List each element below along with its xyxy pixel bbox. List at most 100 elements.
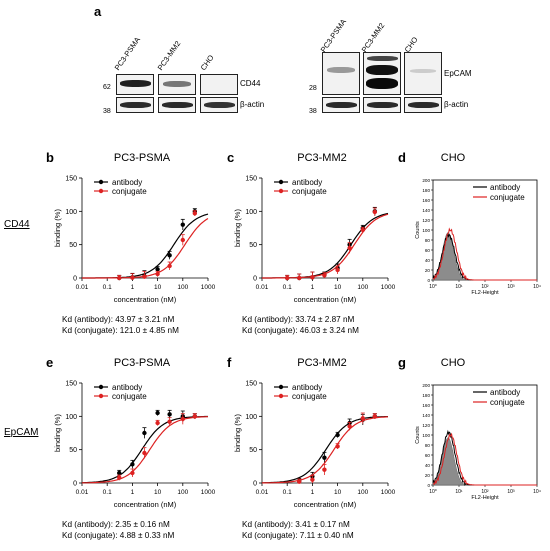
- data-point-conjugate: [155, 271, 160, 277]
- y-tick-label: 80: [425, 238, 431, 243]
- fit-curve-antibody: [82, 213, 209, 279]
- legend-label: antibody: [490, 388, 520, 397]
- y-tick-label: 140: [422, 208, 430, 213]
- y-tick-label: 60: [425, 248, 431, 253]
- x-tick-label: 100: [357, 284, 368, 291]
- data-point-conjugate: [360, 416, 365, 421]
- y-tick-label: 180: [422, 188, 430, 193]
- y-tick-label: 160: [422, 198, 430, 203]
- x-tick-label: 10¹: [455, 489, 463, 495]
- histogram-conjugate: [432, 432, 537, 486]
- data-point-antibody: [117, 470, 122, 476]
- control-histogram-fill: [432, 232, 537, 281]
- marker-62: 62: [103, 84, 111, 91]
- x-axis-label: concentration (nM): [294, 500, 357, 509]
- y-tick-label: 0: [73, 481, 77, 488]
- y-tick-label: 160: [422, 403, 430, 408]
- data-point-conjugate: [322, 273, 327, 278]
- legend-label: antibody: [292, 383, 322, 392]
- kd-antibody-text: Kd (antibody): 33.74 ± 2.87 nM: [242, 315, 355, 324]
- legend-marker: [278, 384, 284, 390]
- marker-38: 38: [103, 108, 111, 115]
- legend-label: conjugate: [490, 398, 525, 407]
- x-tick-label: 100: [177, 284, 188, 291]
- y-tick-label: 0: [427, 483, 430, 488]
- y-axis-label: binding (%): [233, 414, 242, 452]
- legend-label: antibody: [292, 178, 322, 187]
- x-tick-label: 100: [177, 489, 188, 496]
- panel-label-e: e: [46, 355, 54, 370]
- binding-chart-c: 0 50 100 150 0.01 0.1 1 10 100 1000 concentration …: [233, 176, 396, 305]
- y-tick-label: 140: [422, 413, 430, 418]
- y-tick-label: 40: [425, 463, 431, 468]
- x-tick-label: 1000: [381, 489, 396, 496]
- row-label-epcam: EpCAM: [4, 427, 39, 438]
- data-point-conjugate: [167, 263, 172, 269]
- blot-actin-lane2: [158, 97, 196, 113]
- x-tick-label: 1: [311, 284, 315, 291]
- y-axis-label: binding (%): [233, 209, 242, 247]
- blot-actin-lane1: [322, 97, 360, 113]
- y-axis-label: binding (%): [53, 414, 62, 452]
- lane-label: PC3-PSMA: [112, 35, 142, 72]
- y-tick-label: 150: [245, 381, 257, 388]
- data-point-conjugate: [297, 479, 302, 484]
- x-tick-label: 0.1: [283, 489, 292, 496]
- blot-cd44-lane2: [158, 74, 196, 95]
- fit-curve-antibody: [262, 416, 388, 484]
- y-tick-label: 50: [249, 242, 257, 249]
- y-tick-label: 100: [422, 433, 430, 438]
- panel-label-g: g: [398, 355, 406, 370]
- y-tick-label: 0: [253, 276, 257, 283]
- y-tick-label: 60: [425, 453, 431, 458]
- data-point-conjugate: [180, 416, 185, 422]
- legend-marker: [98, 384, 104, 390]
- x-tick-label: 10⁴: [533, 284, 541, 290]
- y-tick-label: 150: [65, 176, 77, 183]
- y-tick-label: 50: [69, 242, 77, 249]
- blot-cd44-lane1: [116, 74, 154, 95]
- data-point-conjugate: [347, 424, 352, 429]
- y-axis-label: binding (%): [53, 209, 62, 247]
- data-point-antibody: [130, 462, 135, 467]
- kd-conjugate-text: Kd (conjugate): 46.03 ± 3.24 nM: [242, 326, 359, 335]
- data-point-conjugate: [192, 211, 198, 216]
- chart-title: PC3-MM2: [297, 152, 347, 164]
- blot-epcam-lane2: [363, 52, 401, 95]
- x-tick-label: 1000: [201, 489, 216, 496]
- blot-actin-lane2: [363, 97, 401, 113]
- fit-curve-antibody: [262, 212, 389, 279]
- x-tick-label: 100: [357, 489, 368, 496]
- data-point-conjugate: [322, 467, 327, 472]
- y-tick-label: 100: [65, 209, 77, 216]
- y-tick-label: 100: [422, 228, 430, 233]
- legend-label: conjugate: [490, 193, 525, 202]
- fit-curve-conjugate: [262, 213, 389, 279]
- x-tick-label: 0.01: [76, 284, 89, 291]
- x-tick-label: 10⁰: [429, 284, 437, 290]
- x-axis-label: FL2-Height: [471, 495, 499, 501]
- y-axis-label: Counts: [415, 426, 421, 444]
- legend-marker: [278, 393, 284, 399]
- y-tick-label: 120: [422, 218, 430, 223]
- x-axis-label: concentration (nM): [114, 500, 177, 509]
- x-tick-label: 1: [131, 489, 135, 496]
- lane-label: PC3-MM2: [359, 21, 387, 54]
- y-tick-label: 0: [73, 276, 77, 283]
- fit-curve-conjugate: [262, 416, 389, 484]
- data-point-conjugate: [130, 470, 135, 476]
- blot-actin-lane1: [116, 97, 154, 113]
- marker-28: 28: [309, 85, 317, 92]
- x-tick-label: 0.01: [256, 489, 269, 496]
- control-histogram-fill: [432, 437, 537, 486]
- x-tick-label: 1000: [201, 284, 216, 291]
- legend-label: conjugate: [292, 392, 327, 401]
- x-tick-label: 0.1: [103, 489, 112, 496]
- kd-antibody-text: Kd (antibody): 2.35 ± 0.16 nM: [62, 520, 170, 529]
- legend-label: antibody: [112, 178, 142, 187]
- y-tick-label: 100: [65, 414, 77, 421]
- x-tick-label: 10⁰: [429, 489, 437, 495]
- x-tick-label: 0.01: [256, 284, 269, 291]
- protein-label-epcam: EpCAM: [444, 69, 472, 78]
- protein-label-actin: β-actin: [240, 100, 265, 109]
